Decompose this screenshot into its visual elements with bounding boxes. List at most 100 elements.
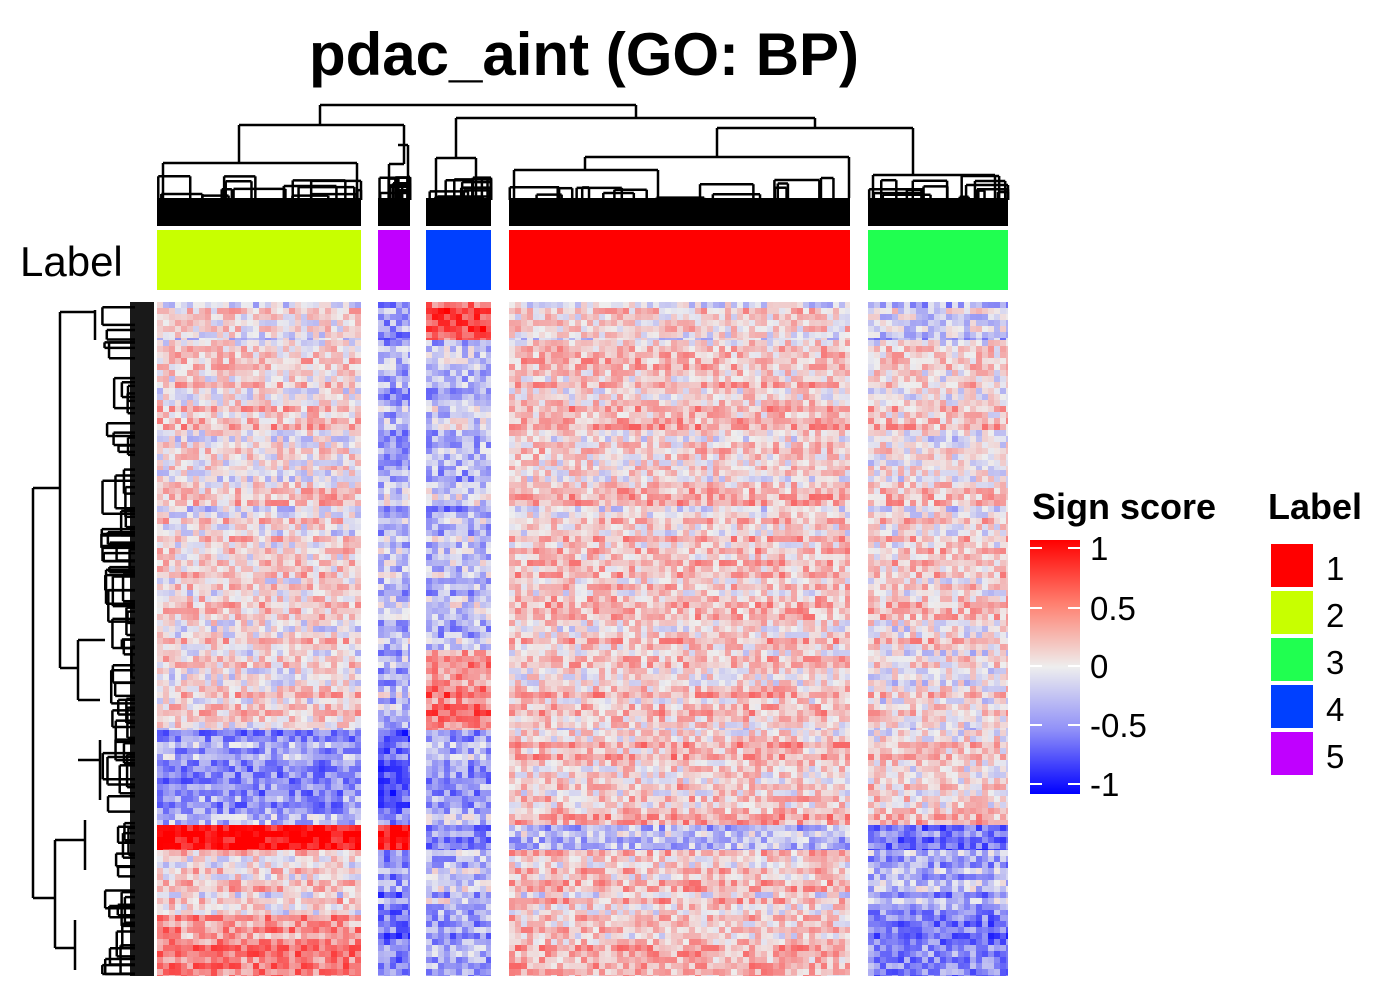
heatmap-cell: [886, 308, 892, 314]
heatmap-cell: [599, 332, 605, 338]
heatmap-cell: [623, 406, 629, 412]
heatmap-cell: [229, 488, 235, 494]
heatmap-cell: [265, 358, 271, 364]
heatmap-cell: [868, 424, 874, 430]
heatmap-cell: [761, 412, 767, 418]
heatmap-cell: [438, 352, 444, 358]
heatmap-cell: [187, 476, 193, 482]
heatmap-cell: [886, 338, 892, 340]
heatmap-cell: [952, 506, 958, 512]
heatmap-cell: [581, 320, 587, 326]
heatmap-cell: [785, 448, 791, 454]
heatmap-cell: [509, 302, 515, 308]
heatmap-cell: [839, 470, 845, 476]
heatmap-cell: [964, 406, 970, 412]
heatmap-cell: [731, 476, 737, 482]
heatmap-cell: [313, 488, 319, 494]
heatmap-cell: [527, 346, 533, 352]
heatmap-cell: [689, 406, 695, 412]
heatmap-cell: [181, 332, 187, 338]
heatmap-cell: [868, 332, 874, 338]
heatmap-cell: [271, 460, 277, 466]
heatmap-cell: [749, 494, 755, 500]
heatmap-cell: [773, 370, 779, 376]
heatmap-cell: [575, 488, 581, 494]
heatmap-cell: [934, 394, 940, 400]
heatmap-cell: [396, 476, 402, 482]
heatmap-cell: [289, 332, 295, 338]
heatmap-cell: [527, 406, 533, 412]
heatmap-cell: [229, 314, 235, 320]
heatmap-cell: [928, 338, 934, 340]
heatmap-cell: [605, 388, 611, 394]
heatmap-cell: [181, 364, 187, 370]
heatmap-cell: [235, 494, 241, 500]
heatmap-cell: [677, 436, 683, 442]
heatmap-cell: [157, 314, 163, 320]
heatmap-cell: [982, 314, 988, 320]
heatmap-cell: [952, 470, 958, 476]
heatmap-cell: [289, 454, 295, 460]
heatmap-cell: [916, 346, 922, 352]
heatmap-cell: [725, 436, 731, 442]
heatmap-cell: [695, 424, 701, 430]
heatmap-cell: [623, 506, 629, 512]
heatmap-cell: [396, 326, 402, 332]
heatmap-cell: [922, 466, 928, 470]
heatmap-cell: [707, 320, 713, 326]
heatmap-cell: [653, 352, 659, 358]
heatmap-cell: [713, 454, 719, 460]
heatmap-cell: [725, 466, 731, 470]
heatmap-cell: [181, 352, 187, 358]
heatmap-cell: [563, 430, 569, 436]
heatmap-cell: [384, 346, 390, 352]
heatmap-cell: [874, 406, 880, 412]
heatmap-cell: [988, 382, 994, 388]
heatmap-cell: [450, 430, 456, 436]
heatmap-cell: [563, 388, 569, 394]
heatmap-cell: [874, 394, 880, 400]
heatmap-cell: [169, 358, 175, 364]
heatmap-cell: [868, 352, 874, 358]
heatmap-cell: [521, 382, 527, 388]
heatmap-cell: [355, 460, 361, 466]
heatmap-cell: [199, 358, 205, 364]
heatmap-cell: [719, 338, 725, 340]
heatmap-cell: [378, 448, 384, 454]
heatmap-cell: [958, 326, 964, 332]
heatmap-cell: [617, 364, 623, 370]
heatmap-cell: [157, 352, 163, 358]
heatmap-cell: [557, 358, 563, 364]
heatmap-cell: [527, 400, 533, 406]
heatmap-cell: [779, 454, 785, 460]
heatmap-cell: [432, 442, 438, 448]
heatmap-cell: [384, 424, 390, 430]
heatmap-cell: [731, 430, 737, 436]
heatmap-cell: [904, 364, 910, 370]
heatmap-cell: [527, 326, 533, 332]
heatmap-cell: [689, 460, 695, 466]
heatmap-cell: [1006, 332, 1008, 338]
heatmap-cell: [665, 518, 671, 524]
heatmap-cell: [277, 370, 283, 376]
heatmap-cell: [289, 320, 295, 326]
heatmap-cell: [557, 430, 563, 436]
heatmap-cell: [575, 424, 581, 430]
heatmap-cell: [880, 494, 886, 500]
heatmap-cell: [892, 314, 898, 320]
heatmap-cell: [581, 442, 587, 448]
heatmap-cell: [976, 476, 982, 482]
heatmap-cell: [665, 506, 671, 512]
heatmap-cell: [402, 466, 408, 470]
heatmap-cell: [707, 482, 713, 488]
heatmap-cell: [916, 470, 922, 476]
heatmap-cell: [211, 394, 217, 400]
heatmap-cell: [743, 364, 749, 370]
heatmap-cell: [1006, 388, 1008, 394]
heatmap-cell: [653, 476, 659, 482]
heatmap-cell: [593, 448, 599, 454]
heatmap-cell: [563, 436, 569, 442]
heatmap-cell: [450, 476, 456, 482]
heatmap-cell: [731, 308, 737, 314]
heatmap-cell: [922, 326, 928, 332]
